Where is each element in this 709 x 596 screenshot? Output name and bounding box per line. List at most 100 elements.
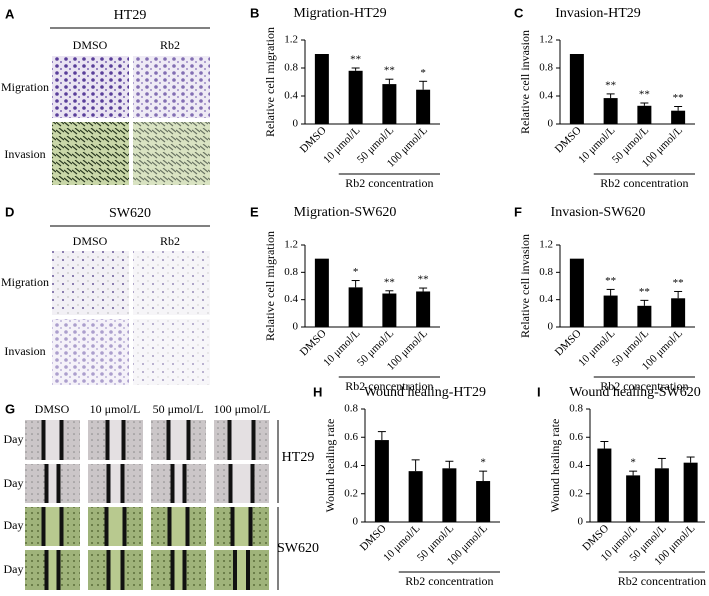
y-tick-label: 0 — [353, 516, 359, 528]
wound-edge — [120, 550, 125, 590]
micrograph — [133, 251, 210, 315]
bar — [442, 468, 457, 522]
y-tick-label: 1.2 — [539, 34, 553, 46]
micrograph — [133, 319, 210, 385]
cell-line: HT29 — [114, 8, 147, 23]
significance: * — [630, 457, 636, 469]
chart-title: Migration-SW620 — [294, 205, 397, 220]
assay: Invasion — [4, 344, 45, 358]
y-axis-label: Relative cell migration — [263, 27, 277, 137]
x-axis-label: Rb2 concentration — [600, 176, 688, 190]
x-axis-label: Rb2 concentration — [345, 176, 433, 190]
wound-edge — [170, 464, 175, 503]
cell-line: SW620 — [277, 541, 319, 556]
x-axis-label: Rb2 concentration — [600, 379, 688, 393]
wound-edge — [56, 550, 61, 590]
micrograph — [52, 251, 129, 315]
chart-title: Invasion-HT29 — [555, 6, 641, 21]
panel-letter: I — [537, 384, 541, 399]
wound-edge — [41, 507, 46, 546]
wound-edge — [248, 507, 253, 546]
y-tick-label: 0 — [293, 321, 299, 333]
y-tick-label: 0.4 — [539, 293, 553, 305]
panel-letter: D — [5, 204, 14, 219]
wound-gap — [108, 507, 123, 546]
wound-edge — [120, 464, 125, 503]
panel-letter: G — [5, 401, 15, 416]
y-tick-label: 0.6 — [569, 431, 583, 443]
significance: * — [480, 457, 486, 469]
wound-edge — [182, 464, 187, 503]
bar — [603, 98, 618, 124]
wound-gap — [171, 507, 186, 546]
wound-edge — [166, 420, 171, 460]
micrograph — [52, 319, 129, 385]
significance: ** — [639, 89, 650, 101]
y-tick-label: 0 — [548, 321, 554, 333]
y-axis-label: Relative cell migration — [263, 231, 277, 341]
bar — [314, 54, 329, 124]
y-tick-label: 0 — [548, 118, 554, 130]
y-tick-label: 0.4 — [344, 459, 358, 471]
condition: DMSO — [35, 402, 70, 416]
wound-gap — [237, 550, 246, 590]
x-tick-label: DMSO — [358, 522, 389, 553]
panel-letter: B — [250, 5, 259, 20]
y-tick-label: 0.4 — [569, 459, 583, 471]
wound-edge — [121, 420, 126, 460]
wound-edge — [59, 420, 64, 460]
bar — [382, 84, 397, 124]
bar — [374, 440, 389, 522]
x-axis-label: Rb2 concentration — [618, 574, 706, 588]
assay: Invasion — [4, 147, 45, 161]
micrograph — [52, 56, 129, 118]
condition: 50 μmol/L — [153, 402, 204, 416]
wound-edge — [233, 550, 237, 590]
wound-edge — [44, 550, 49, 590]
wound-edge — [122, 507, 127, 546]
wound-edge — [106, 464, 111, 503]
significance: * — [353, 266, 359, 278]
x-axis-label: Rb2 concentration — [345, 379, 433, 393]
wound-edge — [56, 464, 61, 503]
bar — [382, 293, 397, 327]
wound-edge — [41, 420, 46, 460]
y-tick-label: 0.8 — [539, 266, 553, 278]
wound-gap — [48, 464, 57, 503]
wound-gap — [174, 550, 183, 590]
micrograph — [133, 56, 210, 118]
wound-edge — [228, 464, 233, 503]
y-tick-label: 0 — [578, 516, 584, 528]
y-axis-label: Wound healing rate — [323, 419, 337, 513]
wound-gap — [170, 420, 187, 460]
bar — [408, 471, 423, 522]
y-tick-label: 0.2 — [344, 487, 358, 499]
wound-gap — [234, 507, 249, 546]
significance: ** — [673, 92, 684, 104]
y-tick-label: 0.4 — [284, 293, 298, 305]
y-tick-label: 1.2 — [539, 239, 553, 251]
significance: ** — [673, 277, 684, 289]
condition: DMSO — [73, 234, 108, 248]
y-tick-label: 0.4 — [539, 90, 553, 102]
bar — [671, 298, 686, 327]
significance: ** — [639, 286, 650, 298]
wound-gap — [110, 464, 121, 503]
y-axis-label: Relative cell invasion — [518, 30, 532, 134]
wound-edge — [170, 550, 175, 590]
y-tick-label: 0.2 — [569, 487, 583, 499]
bar — [637, 105, 652, 124]
bar — [626, 475, 641, 522]
y-tick-label: 0.8 — [344, 403, 358, 415]
x-axis-label: Rb2 concentration — [405, 574, 493, 588]
micrograph — [52, 122, 129, 185]
condition: DMSO — [73, 38, 108, 52]
y-tick-label: 1.2 — [284, 239, 298, 251]
x-tick-label: DMSO — [553, 327, 584, 358]
y-tick-label: 0.8 — [284, 62, 298, 74]
assay: Migration — [1, 275, 49, 289]
wound-gap — [45, 507, 60, 546]
assay: Migration — [1, 80, 49, 94]
wound-gap — [109, 420, 122, 460]
chart-title: Invasion-SW620 — [551, 205, 646, 220]
